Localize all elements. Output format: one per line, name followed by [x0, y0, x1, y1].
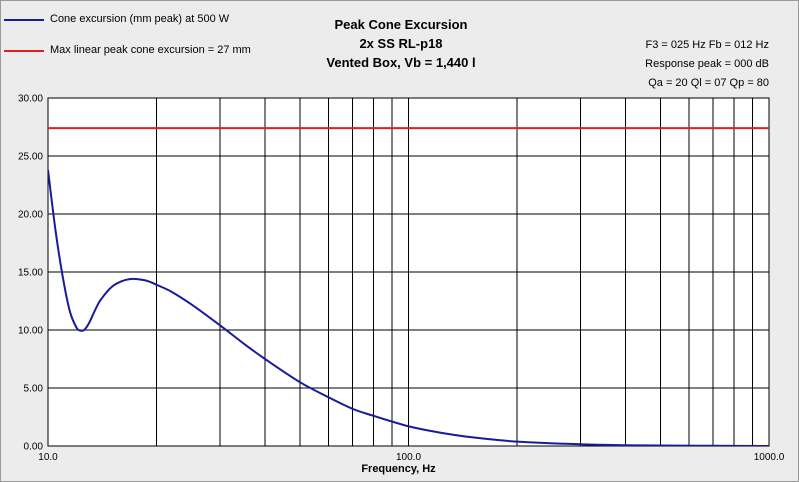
y-tick-label: 5.00 [24, 384, 44, 395]
y-tick-label: 20.00 [18, 210, 43, 221]
y-tick-label: 15.00 [18, 268, 43, 279]
legend-label-max-linear: Max linear peak cone excursion = 27 mm [50, 44, 251, 56]
x-axis-label: Frequency, Hz [361, 463, 436, 475]
legend-label-excursion: Cone excursion (mm peak) at 500 W [50, 13, 230, 25]
chart-title: Peak Cone Excursion [334, 17, 468, 32]
y-tick-label: 30.00 [18, 94, 43, 105]
y-tick-label: 10.00 [18, 326, 43, 337]
x-tick-label: 1000.0 [754, 452, 785, 463]
chart-subtitle-model: 2x SS RL-p18 [359, 36, 443, 51]
legend-swatch-excursion [4, 19, 44, 21]
chart-subtitle-box: Vented Box, Vb = 1,440 l [326, 55, 476, 70]
series-line-excursion [48, 169, 769, 446]
info-response-peak: Response peak = 000 dB [645, 58, 769, 70]
y-tick-label: 0.00 [24, 442, 44, 453]
info-f3-fb: F3 = 025 Hz Fb = 012 Hz [645, 39, 769, 51]
legend-swatch-max-linear [4, 50, 44, 52]
x-tick-label: 100.0 [396, 452, 421, 463]
info-q-values: Qa = 20 Ql = 07 Qp = 80 [648, 77, 769, 89]
x-tick-label: 10.0 [38, 452, 58, 463]
y-tick-label: 25.00 [18, 152, 43, 163]
plot-border [47, 97, 770, 447]
